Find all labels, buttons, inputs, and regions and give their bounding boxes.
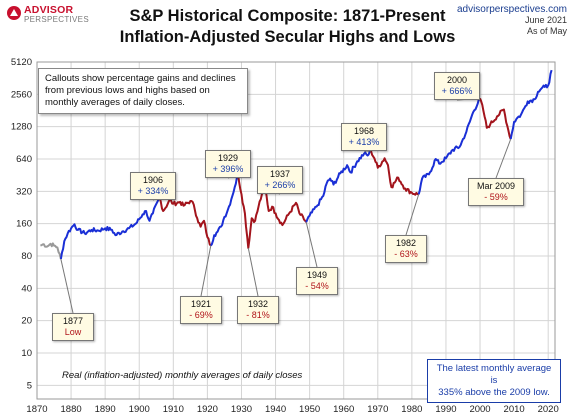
callout-1929: 1929 + 396% — [205, 150, 251, 178]
chart-title-line1: S&P Historical Composite: 1871-Present — [129, 7, 446, 25]
y-tick-label: 5120 — [11, 57, 32, 68]
callout-year: 1921 — [190, 299, 212, 309]
callout-pct: + 666% — [441, 86, 473, 96]
callout-year: 1937 — [269, 169, 291, 179]
callout-year: 1968 — [353, 126, 375, 136]
x-tick-label: 1910 — [163, 404, 184, 415]
x-tick-label: 1960 — [333, 404, 354, 415]
series-segment-bull-1 — [59, 197, 161, 260]
series-segment-bear-8 — [479, 97, 512, 140]
site-info: advisorperspectives.com June 2021 As of … — [457, 4, 567, 37]
callout-mar-2009: Mar 2009 - 59% — [468, 178, 524, 206]
latest-average-line1: The latest monthly average is — [436, 363, 552, 386]
x-tick-label: 1880 — [61, 404, 82, 415]
x-tick-label: 1870 — [26, 404, 47, 415]
site-asof: As of May — [526, 26, 567, 36]
callout-pct: + 413% — [348, 137, 380, 147]
chart-title: S&P Historical Composite: 1871-Present I… — [0, 6, 575, 48]
x-tick-label: 1900 — [129, 404, 150, 415]
plot-frame — [36, 61, 556, 400]
callout-pct: + 334% — [137, 186, 169, 196]
logo-text-primary: ADVISOR — [24, 4, 74, 16]
footer-note: Real (inflation-adjusted) monthly averag… — [62, 370, 303, 381]
callout-pointer — [305, 222, 318, 268]
y-tick-label: 40 — [21, 283, 32, 294]
callout-1982: 1982 - 63% — [385, 235, 427, 263]
callout-year: Mar 2009 — [476, 181, 516, 191]
y-tick-label: 160 — [16, 219, 32, 230]
x-tick-label: 1890 — [95, 404, 116, 415]
latest-average-line2: 335% above the 2009 low. — [438, 387, 550, 398]
x-tick-label: 1970 — [367, 404, 388, 415]
callout-1932: 1932 - 81% — [237, 296, 279, 324]
site-url: advisorperspectives.com — [456, 4, 567, 15]
x-tick-label: 1940 — [265, 404, 286, 415]
callout-year: 1949 — [306, 270, 328, 280]
callout-year: 1906 — [142, 175, 164, 185]
advisor-perspectives-logo: ADVISOR PERSPECTIVES — [6, 4, 96, 28]
callout-explanation-note: Callouts show percentage gains and decli… — [38, 68, 248, 114]
y-tick-label: 2560 — [11, 89, 32, 100]
callout-pointers — [60, 97, 512, 314]
series-segment-bull-3 — [209, 174, 240, 247]
x-tick-label: 1980 — [401, 404, 422, 415]
logo-mark-icon — [7, 6, 21, 20]
chart-title-line2: Inflation-Adjusted Secular Highs and Low… — [119, 28, 456, 46]
y-tick-label: 80 — [21, 251, 32, 262]
callout-year: 1982 — [395, 238, 417, 248]
callout-1937: 1937 + 266% — [257, 166, 303, 194]
series-segment-pre-0 — [40, 242, 62, 260]
logo-text-secondary: PERSPECTIVES — [24, 15, 89, 24]
callout-year: 1877 — [62, 316, 84, 326]
y-tick-label: 320 — [16, 186, 32, 197]
y-tick-label: 10 — [21, 348, 32, 359]
callout-pointer — [495, 138, 512, 179]
callout-pct: - 59% — [484, 192, 508, 202]
x-tick-label: 2010 — [504, 404, 525, 415]
y-tick-label: 20 — [21, 316, 32, 327]
x-tick-label: 1990 — [435, 404, 456, 415]
callout-1906: 1906 + 334% — [130, 172, 176, 200]
callout-pointer — [247, 247, 259, 297]
callout-1949: 1949 - 54% — [296, 267, 338, 295]
callout-year: 1929 — [217, 153, 239, 163]
callout-pct: - 54% — [305, 281, 329, 291]
site-date: June 2021 — [524, 15, 567, 25]
callout-1877: 1877 Low — [52, 313, 94, 341]
callout-pct: - 69% — [189, 310, 213, 320]
callout-pct: + 396% — [212, 164, 244, 174]
y-tick-label: 640 — [16, 154, 32, 165]
callout-pointer — [200, 245, 212, 297]
series-segment-bear-2 — [158, 197, 212, 247]
callout-year: 2000 — [446, 75, 468, 85]
x-tick-label: 2000 — [469, 404, 490, 415]
series-segment-bull-7 — [417, 97, 481, 195]
x-tick-label: 2020 — [538, 404, 559, 415]
callout-1968: 1968 + 413% — [341, 123, 387, 151]
series-segment-bull-9 — [509, 69, 553, 140]
callout-1921: 1921 - 69% — [180, 296, 222, 324]
y-tick-label: 1280 — [11, 122, 32, 133]
callout-pct: - 63% — [394, 249, 418, 259]
callout-year: 1932 — [247, 299, 269, 309]
series-segment-bear-6 — [370, 150, 419, 196]
x-tick-label: 1920 — [197, 404, 218, 415]
callout-pct: - 81% — [246, 310, 270, 320]
axis-layer: 5 10 20 40 80 160 320 640 1280 2560 5120 1870 1880 18… — [11, 57, 559, 415]
callout-pointer — [405, 194, 420, 236]
callout-pct: + 266% — [264, 180, 296, 190]
latest-average-note: The latest monthly average is 335% above… — [427, 359, 561, 403]
x-tick-label: 1950 — [299, 404, 320, 415]
series-segment-bear-4 — [237, 174, 308, 249]
callout-pct: Low — [64, 327, 82, 337]
y-tick-label: 5 — [27, 380, 32, 391]
x-tick-label: 1930 — [231, 404, 252, 415]
series-segment-bull-5 — [305, 150, 372, 223]
series-layer — [40, 69, 553, 260]
callout-2000: 2000 + 666% — [434, 72, 480, 100]
callout-pointer — [60, 258, 74, 314]
